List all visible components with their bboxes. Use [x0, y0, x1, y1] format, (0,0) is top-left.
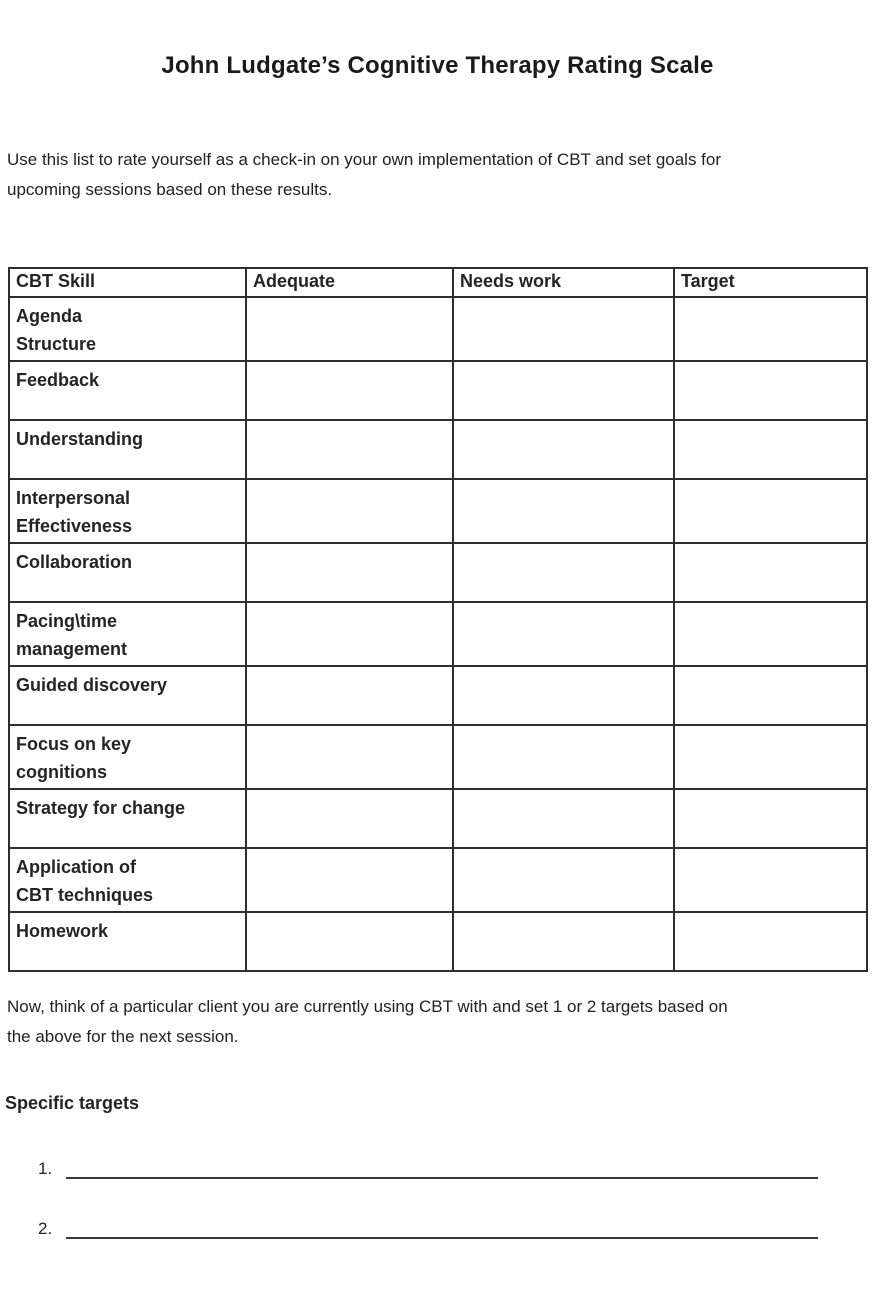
table-row: Feedback [8, 360, 868, 421]
rating-cell-target[interactable] [673, 665, 868, 726]
rating-cell-target[interactable] [673, 542, 868, 603]
outro-line-1: Now, think of a particular client you ar… [7, 997, 728, 1016]
cbt-rating-table: CBT Skill Adequate Needs work Target Age… [8, 267, 868, 972]
skill-cell: Pacing\time management [8, 601, 247, 667]
rating-cell-needs-work[interactable] [452, 911, 675, 972]
rating-cell-needs-work[interactable] [452, 360, 675, 421]
column-header-adequate: Adequate [245, 267, 454, 298]
table-row: Application of CBT techniques [8, 847, 868, 913]
skill-cell: Collaboration [8, 542, 247, 603]
target-number-1: 1. [38, 1159, 53, 1178]
target-blank-line-2[interactable] [66, 1216, 819, 1239]
intro-line-1: Use this list to rate yourself as a chec… [7, 150, 722, 169]
rating-cell-target[interactable] [673, 911, 868, 972]
rating-cell-needs-work[interactable] [452, 419, 675, 480]
table-row: Interpersonal Effectiveness [8, 478, 868, 544]
intro-paragraph: Use this list to rate yourself as a chec… [7, 145, 863, 205]
skill-cell: Agenda Structure [8, 296, 247, 362]
rating-cell-target[interactable] [673, 847, 868, 913]
table-row: Strategy for change [8, 788, 868, 849]
target-number-2: 2. [38, 1219, 53, 1238]
rating-cell-adequate[interactable] [245, 360, 454, 421]
rating-cell-target[interactable] [673, 724, 868, 790]
table-row: Pacing\time management [8, 601, 868, 667]
rating-cell-adequate[interactable] [245, 419, 454, 480]
table-row: Guided discovery [8, 665, 868, 726]
rating-cell-target[interactable] [673, 419, 868, 480]
skill-cell: Strategy for change [8, 788, 247, 849]
table-row: Homework [8, 911, 868, 972]
outro-paragraph: Now, think of a particular client you ar… [7, 992, 863, 1052]
column-header-needs-work: Needs work [452, 267, 675, 298]
rating-cell-needs-work[interactable] [452, 665, 675, 726]
rating-cell-needs-work[interactable] [452, 788, 675, 849]
rating-cell-target[interactable] [673, 296, 868, 362]
rating-table-body: Agenda Structure Feedback Understanding … [8, 296, 868, 972]
rating-cell-adequate[interactable] [245, 296, 454, 362]
skill-cell: Application of CBT techniques [8, 847, 247, 913]
rating-cell-adequate[interactable] [245, 542, 454, 603]
skill-cell: Homework [8, 911, 247, 972]
skill-cell: Understanding [8, 419, 247, 480]
rating-cell-target[interactable] [673, 360, 868, 421]
table-row: Collaboration [8, 542, 868, 603]
rating-cell-target[interactable] [673, 601, 868, 667]
page-title: John Ludgate’s Cognitive Therapy Rating … [161, 52, 714, 79]
specific-targets-heading: Specific targets [5, 1093, 140, 1113]
rating-cell-needs-work[interactable] [452, 724, 675, 790]
rating-cell-adequate[interactable] [245, 665, 454, 726]
rating-cell-adequate[interactable] [245, 911, 454, 972]
table-row: Understanding [8, 419, 868, 480]
rating-cell-target[interactable] [673, 478, 868, 544]
target-item-2: 2. [38, 1216, 819, 1240]
table-row: Focus on key cognitions [8, 724, 868, 790]
table-header-row: CBT Skill Adequate Needs work Target [8, 267, 868, 298]
skill-cell: Guided discovery [8, 665, 247, 726]
rating-cell-adequate[interactable] [245, 601, 454, 667]
rating-cell-needs-work[interactable] [452, 601, 675, 667]
rating-cell-needs-work[interactable] [452, 296, 675, 362]
rating-cell-adequate[interactable] [245, 788, 454, 849]
target-blank-line-1[interactable] [66, 1156, 819, 1179]
rating-cell-target[interactable] [673, 788, 868, 849]
column-header-target: Target [673, 267, 868, 298]
skill-cell: Interpersonal Effectiveness [8, 478, 247, 544]
rating-cell-adequate[interactable] [245, 724, 454, 790]
target-item-1: 1. [38, 1156, 819, 1180]
outro-line-2: the above for the next session. [7, 1027, 239, 1046]
rating-cell-needs-work[interactable] [452, 542, 675, 603]
column-header-cbt-skill: CBT Skill [8, 267, 247, 298]
rating-cell-needs-work[interactable] [452, 847, 675, 913]
rating-cell-needs-work[interactable] [452, 478, 675, 544]
table-row: Agenda Structure [8, 296, 868, 362]
intro-line-2: upcoming sessions based on these results… [7, 180, 333, 199]
rating-cell-adequate[interactable] [245, 847, 454, 913]
skill-cell: Feedback [8, 360, 247, 421]
rating-cell-adequate[interactable] [245, 478, 454, 544]
skill-cell: Focus on key cognitions [8, 724, 247, 790]
